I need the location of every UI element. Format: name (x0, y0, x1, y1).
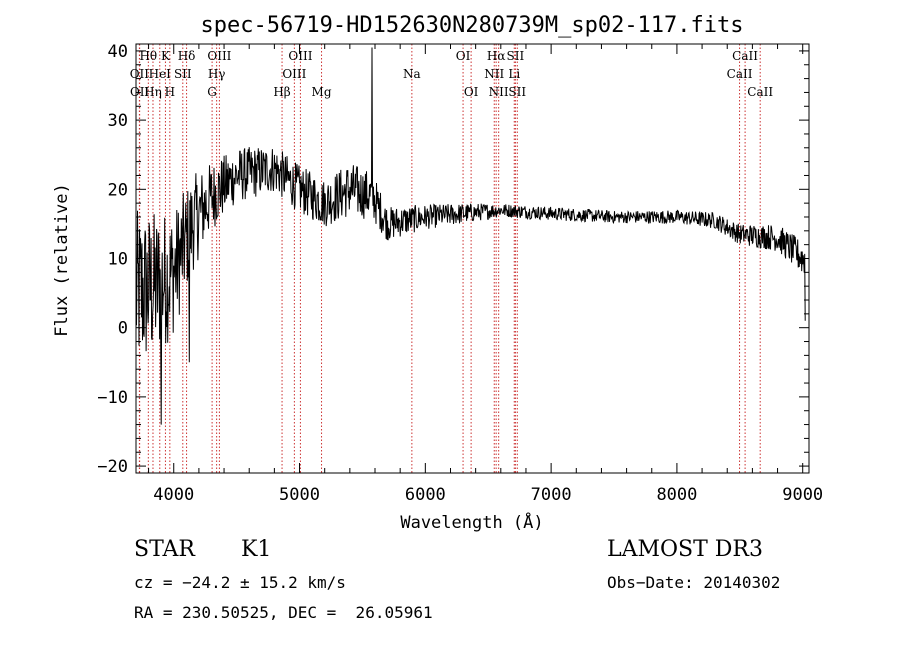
y-tick-label: −20 (97, 457, 128, 477)
chart-title: spec-56719-HD152630N280739M_sp02-117.fit… (200, 13, 743, 38)
y-tick-label: 20 (108, 180, 128, 200)
x-tick-label: 7000 (531, 485, 572, 505)
y-tick-label: 10 (108, 250, 128, 270)
line-label: SII (507, 49, 525, 63)
line-label: Hα (487, 49, 506, 63)
redshift-velocity: cz = −24.2 ± 15.2 km/s (134, 573, 346, 592)
line-label: Hγ (208, 67, 226, 81)
x-axis-label: Wavelength (Å) (400, 511, 543, 533)
line-label: OIII (288, 49, 312, 63)
line-label: Hθ (139, 49, 157, 63)
y-tick-label: 30 (108, 111, 128, 131)
line-label: K (161, 49, 171, 63)
y-tick-label: 40 (108, 42, 128, 62)
observation-date: Obs−Date: 20140302 (607, 573, 781, 592)
tick-labels: 4000 5000 6000 7000 8000 9000 −20 −10 0 10 20 30 40 (97, 42, 823, 505)
line-label: SII (508, 85, 526, 99)
ra-dec-coordinates: RA = 230.50525, DEC = 26.05961 (134, 603, 433, 622)
spectral-line-labels: HθOIIOIIHηHeIKHSIIHδGOIIIHγHβOIIIOIIIMgN… (130, 49, 774, 99)
line-label: G (207, 85, 217, 99)
x-tick-label: 9000 (782, 485, 823, 505)
line-label: OII (130, 67, 150, 81)
line-label: HeI (149, 67, 172, 81)
line-label: OIII (282, 67, 306, 81)
line-label: Mg (312, 85, 332, 99)
y-tick-label: 0 (118, 319, 128, 339)
y-tick-label: −10 (97, 388, 128, 408)
spectral-line-markers (138, 44, 761, 473)
y-axis-label: Flux (relative) (52, 183, 72, 337)
line-label: Hβ (273, 85, 290, 99)
line-label: CaII (747, 85, 773, 99)
spectrum-series (135, 47, 806, 425)
line-label: SII (174, 67, 192, 81)
line-label: Na (403, 67, 421, 81)
object-subclass: K1 (241, 537, 272, 562)
x-tick-label: 6000 (405, 485, 446, 505)
line-label: OI (464, 85, 479, 99)
line-label: CaII (732, 49, 758, 63)
x-tick-label: 4000 (153, 485, 194, 505)
line-label: NII (489, 85, 509, 99)
axis-ticks (136, 44, 809, 473)
line-label: Li (508, 67, 520, 81)
x-tick-label: 8000 (656, 485, 697, 505)
line-label: NII (484, 67, 504, 81)
spectrum-line (135, 47, 806, 425)
object-class: STAR (134, 537, 195, 562)
line-label: OIII (207, 49, 231, 63)
line-label: H (165, 85, 175, 99)
line-label: Hδ (178, 49, 196, 63)
line-label: OI (456, 49, 471, 63)
x-tick-label: 5000 (279, 485, 320, 505)
line-label: CaII (727, 67, 753, 81)
plot-frame (135, 43, 810, 474)
survey-name: LAMOST DR3 (607, 537, 763, 562)
line-label: Hη (144, 85, 162, 99)
